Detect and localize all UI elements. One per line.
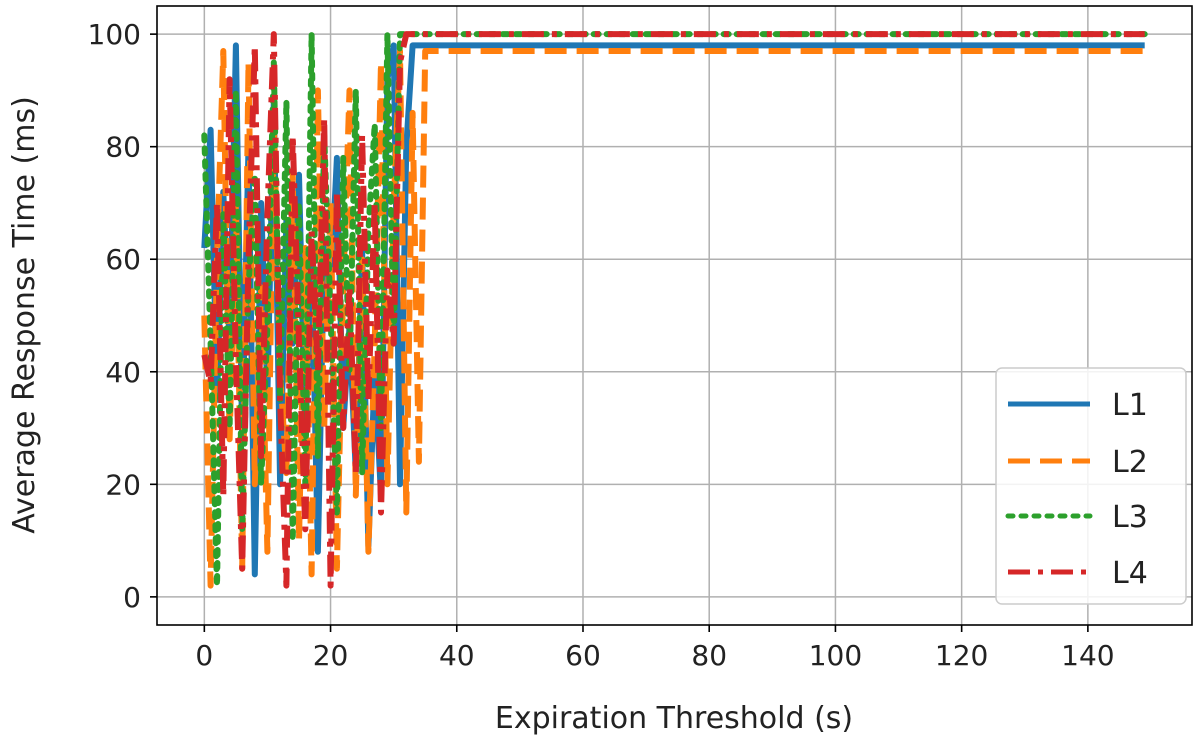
- series-line-l4: [201, 31, 1145, 589]
- x-tick-label: 120: [935, 639, 988, 672]
- legend-label-l3: L3: [1112, 500, 1148, 535]
- series-layer: [201, 31, 1148, 589]
- series-line-l2: [201, 48, 1145, 589]
- plot-frame: [156, 5, 1193, 626]
- legend-box: [995, 367, 1187, 605]
- x-tick-label: 20: [313, 639, 349, 672]
- y-tick-label: 40: [105, 356, 141, 389]
- y-tick-label: 60: [105, 243, 141, 276]
- x-tick-label: 60: [565, 639, 601, 672]
- y-tick-label: 20: [105, 468, 141, 501]
- x-tick-label: 0: [195, 639, 213, 672]
- tick-labels: 0 20 40 60 80 100 120 140 0 20 40 60 80 100: [88, 18, 1115, 672]
- x-tick-label: 40: [439, 639, 475, 672]
- legend: L1 L2 L3 L4: [995, 367, 1187, 605]
- tick-marks: [150, 33, 1089, 632]
- x-tick-label: 100: [809, 639, 862, 672]
- x-tick-label: 140: [1061, 639, 1114, 672]
- y-tick-label: 80: [105, 131, 141, 164]
- legend-label-l1: L1: [1112, 388, 1148, 423]
- x-axis-title: Expiration Threshold (s): [495, 701, 853, 736]
- y-tick-label: 0: [123, 581, 141, 614]
- y-axis-title: Average Response Time (ms): [7, 96, 42, 534]
- y-tick-label: 100: [88, 18, 141, 51]
- x-tick-label: 80: [691, 639, 727, 672]
- legend-label-l4: L4: [1112, 556, 1148, 591]
- legend-label-l2: L2: [1112, 445, 1148, 480]
